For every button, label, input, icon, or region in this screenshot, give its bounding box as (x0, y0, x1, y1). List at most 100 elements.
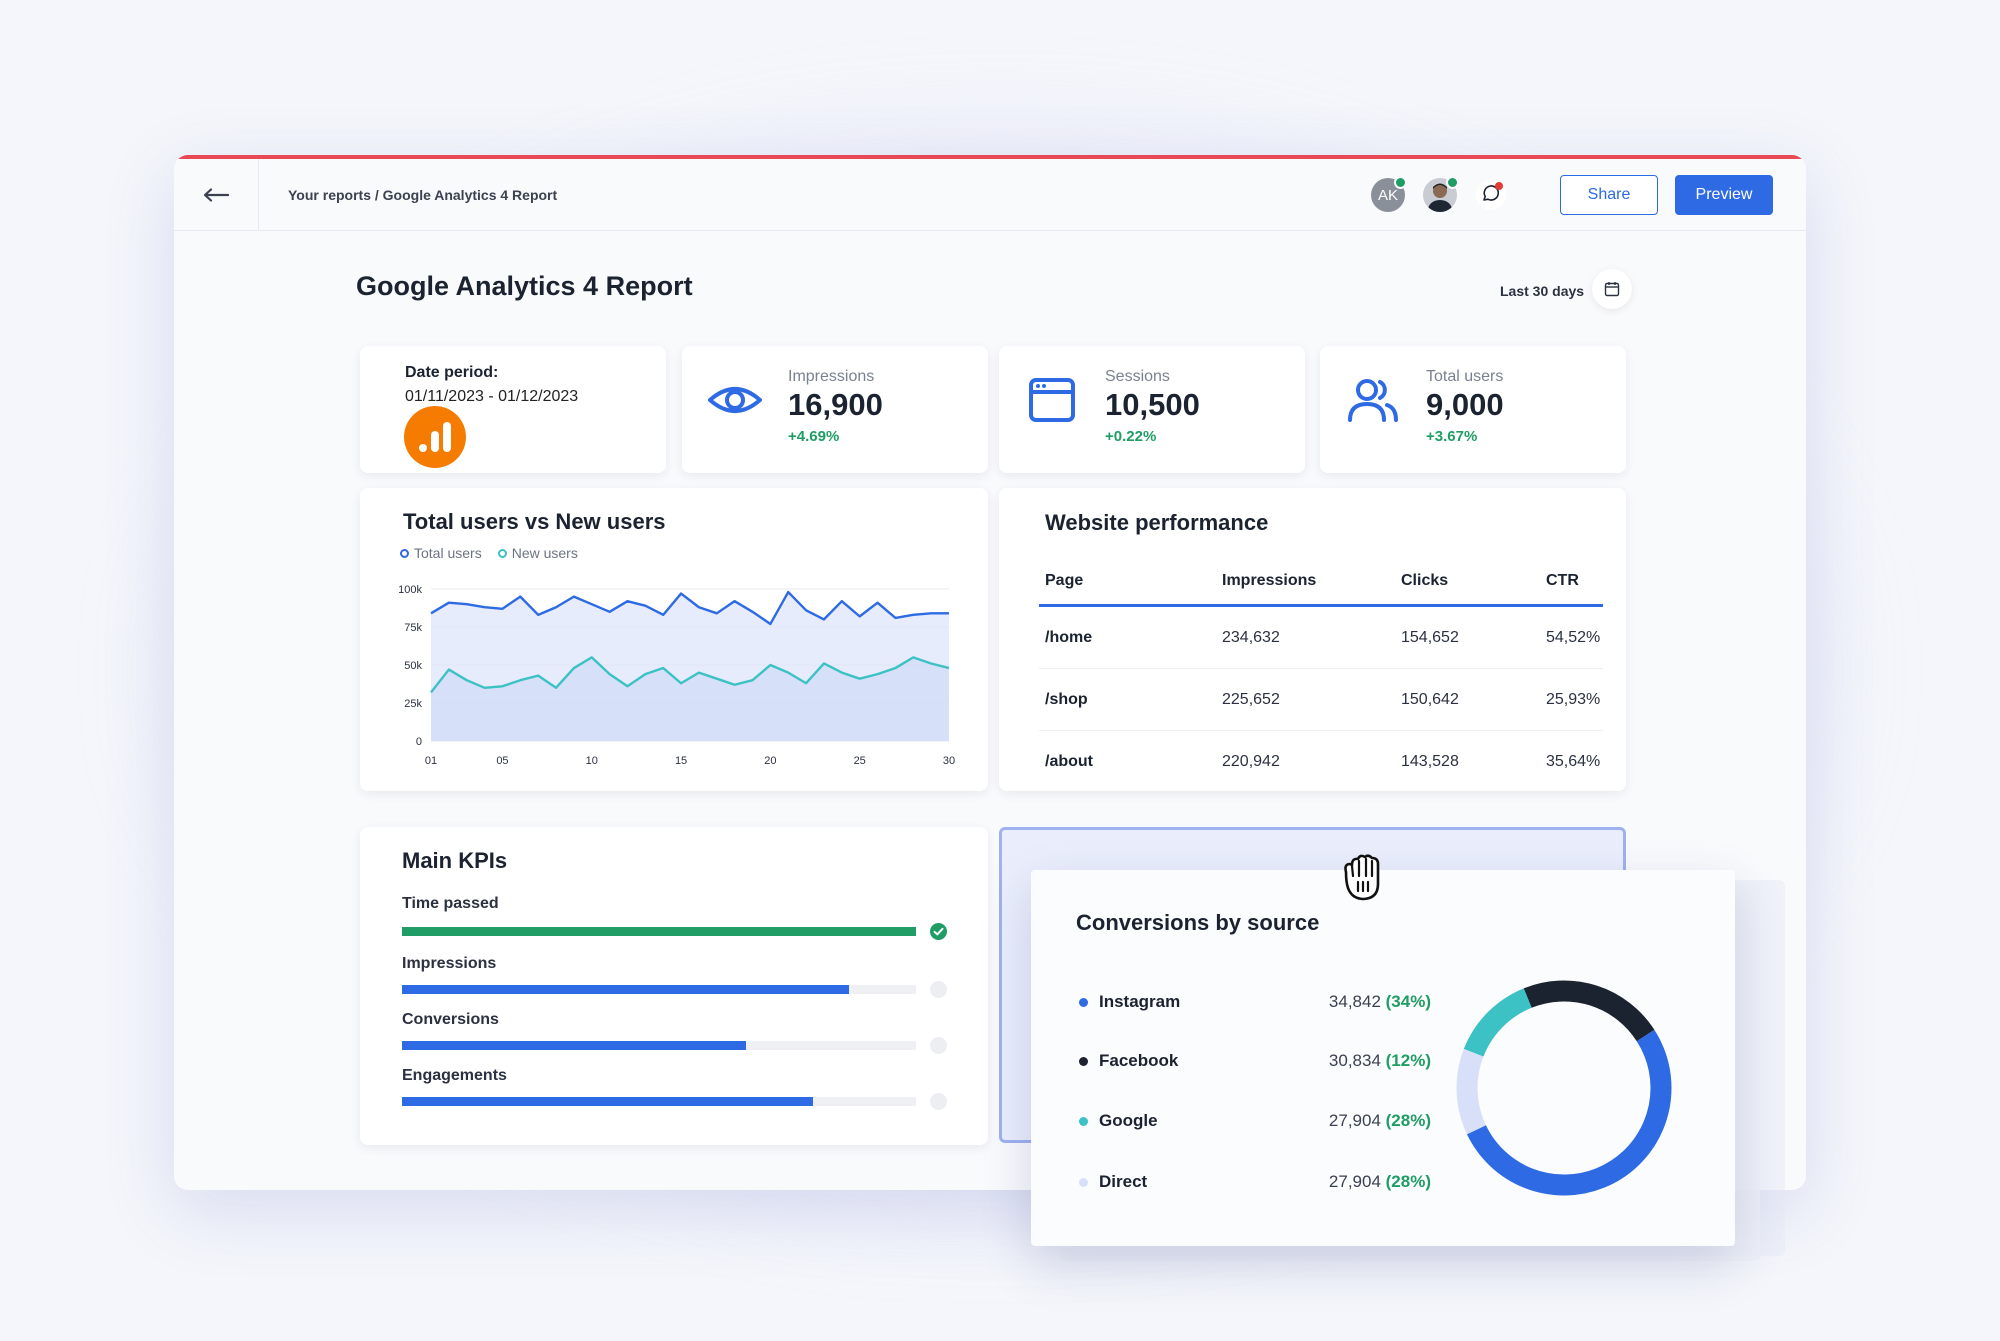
source-row-google[interactable]: Google 27,904 (28%) (1079, 1106, 1431, 1136)
y-tick-label: 25k (404, 698, 422, 710)
users-chart-card: Total users vs New users Total users New… (360, 488, 988, 791)
source-count: 27,904 (1328, 1111, 1381, 1130)
grab-hand-cursor-icon (1344, 854, 1380, 901)
source-value: 27,904 (28%) (1329, 1172, 1431, 1192)
legend-label: New users (511, 545, 578, 561)
donut-slice-facebook (1456, 980, 1672, 1196)
eye-icon (708, 387, 762, 413)
stat-card-total-users: Total users 9,000 +3.67% (1320, 346, 1626, 473)
stat-change: +3.67% (1426, 428, 1478, 445)
source-color-dot (1079, 997, 1088, 1007)
source-value: 34,842 (34%) (1329, 992, 1431, 1012)
top-bar: Your reports / Google Analytics 4 Report… (174, 159, 1806, 231)
page-title: Google Analytics 4 Report (356, 271, 693, 301)
kpi-progress-fill (402, 985, 850, 994)
stat-label: Impressions (788, 368, 875, 385)
pending-circle-icon (930, 1037, 947, 1054)
kpi-label: Time passed (402, 895, 499, 912)
online-status-dot (1446, 176, 1459, 189)
check-circle-icon (930, 923, 947, 940)
legend-label: Total users (414, 545, 482, 561)
source-percent: (34%) (1385, 992, 1431, 1011)
column-header-impressions[interactable]: Impressions (1221, 558, 1400, 607)
kpi-progress-fill (402, 1097, 814, 1106)
donut-slice-instagram (1456, 980, 1672, 1196)
y-tick-label: 0 (416, 736, 422, 748)
website-performance-card: Website performance Page Impressions Cli… (999, 488, 1626, 791)
source-percent: (28%) (1385, 1172, 1431, 1191)
source-name: Direct (1099, 1172, 1148, 1191)
legend-marker (497, 548, 507, 558)
legend-item-new-users[interactable]: New users (497, 545, 578, 561)
pending-circle-icon (930, 1093, 947, 1110)
source-row-instagram[interactable]: Instagram 34,842 (34%) (1079, 987, 1431, 1017)
users-icon (1348, 379, 1398, 422)
source-value: 30,834 (12%) (1329, 1051, 1431, 1071)
stat-change: +0.22% (1105, 428, 1157, 445)
cell-ctr: 35,64% (1546, 752, 1601, 770)
share-button[interactable]: Share (1560, 175, 1658, 215)
kpi-progress-bar (402, 927, 916, 936)
conversions-by-source-card[interactable]: Conversions by source Instagram 34,842 (… (1031, 870, 1735, 1246)
arrow-left-icon (203, 187, 229, 202)
series-area-new-users (431, 657, 949, 741)
y-tick-label: 75k (404, 622, 422, 634)
main-kpis-card: Main KPIs Time passed Impressions Conver… (360, 827, 988, 1145)
date-period-label: Date period: (405, 364, 499, 381)
cell-impressions: 225,652 (1221, 668, 1400, 731)
column-header-page[interactable]: Page (1039, 558, 1221, 607)
series-line-new-users (430, 656, 950, 694)
source-row-direct[interactable]: Direct 27,904 (28%) (1079, 1167, 1431, 1197)
source-row-facebook[interactable]: Facebook 30,834 (12%) (1079, 1046, 1431, 1076)
date-range-label[interactable]: Last 30 days (1500, 283, 1585, 299)
browser-window-icon (1029, 378, 1075, 422)
stat-label: Total users (1426, 368, 1504, 385)
kpi-label: Conversions (402, 1011, 499, 1028)
table-row[interactable]: /home 234,632 154,652 54,52% (1039, 605, 1603, 669)
calendar-button[interactable] (1592, 269, 1632, 309)
x-tick-label: 01 (425, 755, 437, 767)
report-window: Your reports / Google Analytics 4 Report… (174, 155, 1806, 1190)
source-name: Google (1099, 1111, 1158, 1130)
stat-card-impressions: Impressions 16,900 +4.69% (682, 346, 988, 473)
calendar-icon (1604, 282, 1620, 297)
avatar-initials: AK (1377, 186, 1398, 204)
preview-button[interactable]: Preview (1675, 175, 1773, 215)
legend-marker (400, 548, 409, 558)
source-color-dot (1079, 1116, 1088, 1126)
source-color-dot (1079, 1056, 1088, 1066)
source-name: Instagram (1099, 992, 1181, 1011)
breadcrumb[interactable]: Your reports / Google Analytics 4 Report (288, 187, 558, 203)
column-header-clicks[interactable]: Clicks (1400, 558, 1545, 607)
chart-legend: Total users New users (400, 545, 578, 561)
source-percent: (12%) (1385, 1051, 1431, 1070)
avatar[interactable]: AK (1371, 176, 1407, 212)
comments-button[interactable] (1476, 180, 1506, 210)
x-tick-label: 05 (496, 755, 508, 767)
accent-top-line (174, 155, 1806, 159)
online-status-dot (1394, 176, 1407, 189)
pending-circle-icon (930, 981, 947, 998)
cell-page: /about (1045, 752, 1093, 770)
table-row[interactable]: /about 220,942 143,528 35,64% (1039, 731, 1603, 793)
x-tick-label: 30 (943, 755, 955, 767)
table-row[interactable]: /shop 225,652 150,642 25,93% (1039, 668, 1603, 731)
series-line-total-users (430, 590, 949, 626)
stat-card-sessions: Sessions 10,500 +0.22% (999, 346, 1305, 473)
x-tick-label: 15 (675, 755, 687, 767)
source-count: 30,834 (1328, 1051, 1381, 1070)
legend-item-total-users[interactable]: Total users (400, 545, 482, 561)
column-header-ctr[interactable]: CTR (1545, 558, 1603, 607)
users-line-chart: 0 25k 50k 75k 100k 01 05 10 15 20 25 30 (398, 584, 955, 767)
cell-clicks: 150,642 (1400, 668, 1545, 731)
source-count: 27,904 (1328, 1172, 1381, 1191)
cell-page: /shop (1039, 668, 1221, 731)
kpi-progress-fill (402, 1041, 747, 1050)
source-name: Facebook (1099, 1051, 1179, 1070)
source-value: 27,904 (28%) (1329, 1111, 1431, 1131)
chart-title: Total users vs New users (403, 509, 666, 534)
stat-value: 9,000 (1426, 387, 1504, 422)
avatar-photo[interactable] (1423, 176, 1459, 212)
back-button[interactable] (174, 159, 259, 230)
x-tick-label: 10 (586, 755, 598, 767)
